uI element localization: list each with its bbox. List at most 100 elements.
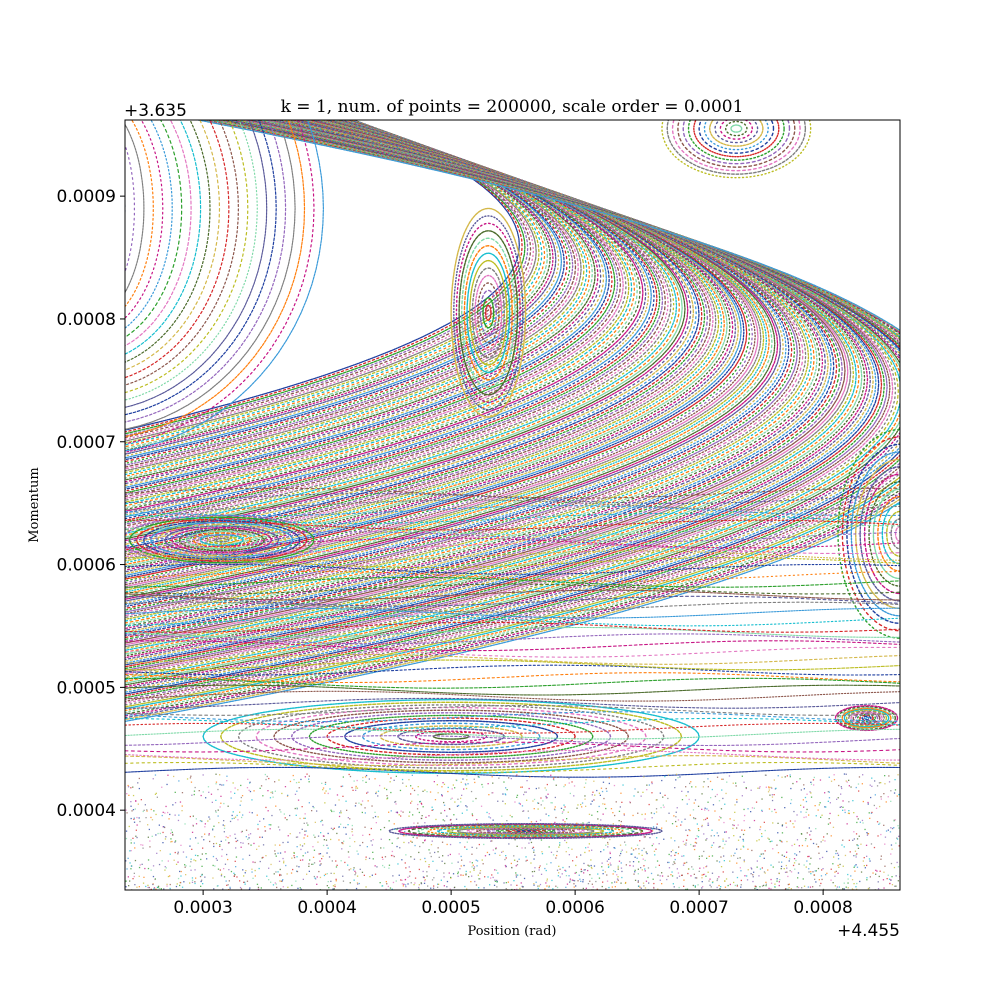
chaotic-point: [761, 885, 764, 887]
island-bottom-ellipse: [504, 829, 547, 833]
chaotic-point: [256, 814, 258, 816]
chaotic-point: [178, 780, 180, 782]
chaotic-point: [839, 806, 841, 808]
chaotic-point: [722, 847, 724, 849]
chaotic-point: [672, 849, 674, 851]
chaotic-point: [594, 794, 596, 796]
chaotic-point: [787, 875, 789, 878]
chaotic-point: [630, 847, 633, 849]
chaotic-point: [866, 832, 868, 834]
chaotic-point: [391, 888, 393, 890]
chaotic-point: [589, 874, 591, 876]
chaotic-point: [270, 791, 272, 794]
chaotic-point: [215, 773, 217, 775]
chaotic-point: [391, 850, 393, 853]
chaotic-point: [184, 823, 186, 825]
chaotic-point: [725, 831, 727, 833]
chaotic-point: [291, 884, 293, 887]
chaotic-point: [308, 781, 310, 783]
chaotic-point: [296, 856, 298, 858]
chaotic-point: [546, 863, 548, 865]
chaotic-point: [420, 882, 422, 884]
chaotic-point: [240, 842, 242, 844]
chaotic-point: [784, 807, 786, 809]
chaotic-point: [202, 791, 204, 793]
chaotic-point: [545, 797, 548, 799]
chaotic-point: [449, 808, 451, 810]
chaotic-point: [531, 871, 534, 873]
chaotic-point: [347, 817, 349, 819]
chaotic-point: [189, 882, 191, 884]
chaotic-point: [675, 820, 677, 823]
chaotic-point: [756, 866, 758, 868]
chaotic-point: [424, 822, 426, 824]
chaotic-point: [465, 870, 467, 873]
chaotic-point: [712, 881, 714, 883]
chaotic-point: [616, 881, 618, 883]
horizontal-band: [125, 690, 900, 702]
chaotic-point: [494, 880, 497, 882]
chaotic-point: [173, 859, 175, 861]
chaotic-point: [771, 794, 773, 796]
chaotic-point: [375, 792, 377, 795]
chaotic-point: [835, 850, 837, 852]
chaotic-point: [651, 781, 653, 783]
chaotic-point: [457, 798, 459, 800]
chaotic-point: [708, 880, 710, 882]
chaotic-point: [612, 873, 614, 875]
chaotic-point: [490, 840, 492, 842]
chaotic-point: [157, 886, 159, 889]
chaotic-point: [673, 886, 675, 888]
chaotic-point: [181, 805, 183, 807]
chaotic-point: [565, 870, 567, 872]
chaotic-point: [345, 800, 347, 802]
chaotic-point: [299, 887, 301, 889]
chaotic-point: [682, 840, 684, 843]
invariant-curve: [125, 120, 753, 584]
chaotic-point: [716, 793, 718, 796]
chaotic-point: [136, 824, 138, 826]
chaotic-point: [565, 841, 568, 844]
chaotic-point: [244, 872, 246, 874]
chaotic-point: [392, 854, 394, 857]
invariant-curve: [125, 120, 768, 593]
chaotic-point: [572, 860, 574, 862]
chaotic-point: [194, 786, 196, 789]
chaotic-point: [846, 781, 848, 783]
chaotic-point: [263, 818, 265, 820]
chaotic-point: [408, 779, 410, 781]
chaotic-point: [241, 795, 244, 797]
chaotic-point: [664, 775, 666, 778]
chaotic-point: [199, 820, 202, 822]
chaotic-point: [789, 776, 791, 778]
chaotic-point: [136, 836, 138, 839]
chaotic-point: [655, 799, 657, 801]
chaotic-point: [651, 828, 654, 830]
chaotic-point: [772, 866, 774, 868]
chaotic-point: [461, 794, 463, 796]
chaotic-point: [733, 881, 735, 884]
chaotic-point: [725, 878, 728, 880]
chaotic-point: [785, 826, 788, 828]
chaotic-point: [245, 836, 247, 838]
chaotic-point: [866, 864, 868, 867]
chaotic-point: [575, 864, 577, 867]
chaotic-point: [641, 869, 643, 871]
chaotic-point: [667, 861, 669, 864]
chaotic-point: [675, 773, 678, 775]
chaotic-point: [637, 873, 639, 875]
chaotic-point: [885, 830, 888, 832]
horizontal-band: [125, 659, 900, 671]
chaotic-point: [770, 888, 772, 890]
chaotic-point: [516, 796, 518, 798]
chaotic-point: [444, 809, 446, 812]
chaotic-point: [805, 866, 807, 868]
chaotic-point: [893, 792, 896, 794]
chaotic-point: [894, 819, 896, 821]
chaotic-point: [473, 867, 475, 870]
horizontal-band: [125, 499, 900, 511]
chaotic-point: [315, 878, 317, 880]
chaotic-point: [267, 790, 269, 792]
chaotic-point: [265, 806, 267, 809]
chaotic-point: [577, 804, 579, 806]
